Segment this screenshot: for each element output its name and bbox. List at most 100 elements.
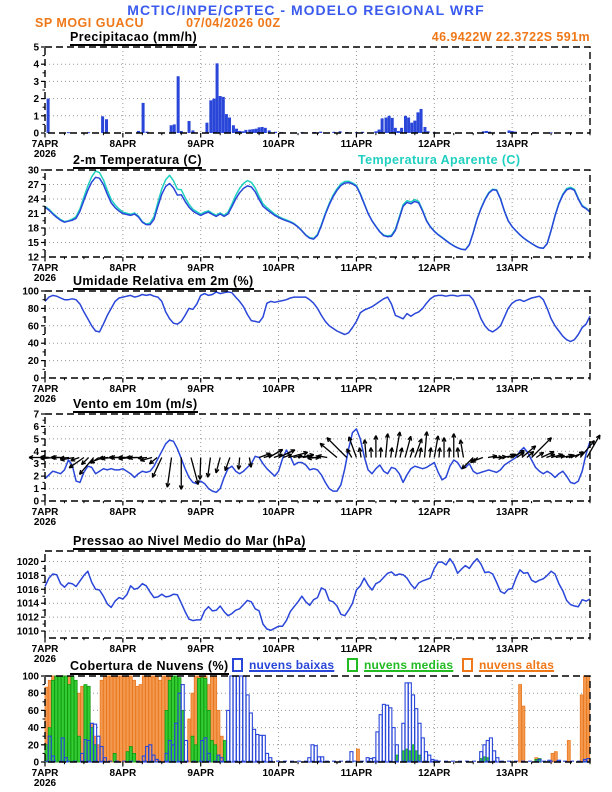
legend-mid-clouds: nuvens medias: [347, 658, 453, 672]
legend-high-clouds: nuvens altas: [462, 658, 554, 672]
pressure-chart: 1010 1012 1014 1016 1018 1020 7APR 8APR 9APR 10AP…: [17, 550, 591, 665]
svg-text:8APR: 8APR: [110, 139, 137, 150]
svg-text:100: 100: [22, 672, 39, 683]
temp-chart: 12 15 18 21 24 27 30 7APR 8APR 9APR 10APR 11APR 12AP…: [28, 166, 591, 284]
svg-text:11APR: 11APR: [341, 263, 373, 274]
svg-text:7APR: 7APR: [32, 507, 59, 518]
svg-text:1016: 1016: [17, 585, 40, 596]
svg-text:9APR: 9APR: [187, 139, 214, 150]
svg-text:12APR: 12APR: [418, 507, 451, 518]
svg-text:2026: 2026: [34, 149, 57, 160]
svg-text:1012: 1012: [17, 613, 40, 624]
svg-text:21: 21: [28, 209, 40, 220]
svg-text:0: 0: [33, 374, 39, 385]
svg-text:2026: 2026: [34, 394, 57, 405]
panel-title-clouds: Cobertura de Nuvens (%): [70, 659, 229, 675]
svg-text:9APR: 9APR: [187, 507, 214, 518]
low-clouds-swatch-icon: [232, 658, 243, 672]
svg-text:8APR: 8APR: [110, 263, 137, 274]
svg-text:12APR: 12APR: [418, 644, 451, 655]
svg-text:12APR: 12APR: [418, 263, 451, 274]
panel-title-humidity: Umidade Relativa em 2m (%): [73, 274, 254, 290]
svg-text:10APR: 10APR: [262, 263, 295, 274]
svg-text:80: 80: [28, 689, 40, 700]
svg-text:10APR: 10APR: [262, 139, 295, 150]
svg-text:10APR: 10APR: [262, 644, 295, 655]
svg-text:2: 2: [33, 472, 39, 483]
svg-text:5: 5: [33, 434, 39, 445]
svg-text:9APR: 9APR: [187, 384, 214, 395]
svg-text:60: 60: [28, 321, 40, 332]
svg-text:12APR: 12APR: [418, 768, 451, 779]
legend-low-clouds: nuvens baixas: [232, 658, 334, 672]
svg-text:12APR: 12APR: [418, 139, 451, 150]
svg-text:1: 1: [33, 111, 39, 122]
panel-title-wind: Vento em 10m (m/s): [73, 397, 198, 413]
svg-text:7APR: 7APR: [32, 384, 59, 395]
svg-text:11APR: 11APR: [341, 139, 373, 150]
svg-text:27: 27: [28, 180, 40, 191]
svg-text:13APR: 13APR: [496, 768, 529, 779]
svg-text:20: 20: [28, 356, 40, 367]
svg-text:9APR: 9APR: [187, 768, 214, 779]
svg-text:9APR: 9APR: [187, 644, 214, 655]
mid-clouds-swatch-icon: [347, 658, 358, 672]
svg-text:30: 30: [28, 166, 40, 177]
high-clouds-swatch-icon: [462, 658, 473, 672]
location-coordinates: 46.9422W 22.3722S 591m: [431, 30, 590, 44]
panel-title-temperature: 2-m Temperatura (C): [73, 153, 202, 169]
clouds-chart: 0 20 40 60 80 100 7APR 8APR 9APR 10APR 11APR 12APR 1…: [22, 672, 591, 789]
svg-text:7APR: 7APR: [32, 644, 59, 655]
svg-text:2026: 2026: [34, 778, 57, 789]
panel-title-pressure: Pressao ao Nivel Medio do Mar (hPa): [73, 534, 306, 550]
svg-text:8APR: 8APR: [110, 768, 137, 779]
svg-text:8APR: 8APR: [110, 507, 137, 518]
svg-text:18: 18: [28, 224, 40, 235]
svg-text:4: 4: [33, 60, 39, 71]
svg-text:7: 7: [33, 410, 39, 421]
svg-text:11APR: 11APR: [341, 384, 373, 395]
svg-text:13APR: 13APR: [496, 263, 529, 274]
panel-title-precipitation: Precipitacao (mm/h): [70, 30, 198, 46]
svg-text:1010: 1010: [17, 627, 40, 638]
svg-text:2026: 2026: [34, 273, 57, 284]
svg-text:1014: 1014: [17, 599, 40, 610]
svg-text:2: 2: [33, 94, 39, 105]
svg-text:15: 15: [28, 238, 40, 249]
svg-text:7APR: 7APR: [32, 139, 59, 150]
svg-text:3: 3: [33, 459, 39, 470]
svg-text:12APR: 12APR: [418, 384, 451, 395]
legend-apparent-temperature: Temperatura Aparente (C): [358, 153, 521, 167]
svg-text:11APR: 11APR: [341, 507, 373, 518]
svg-text:8APR: 8APR: [110, 384, 137, 395]
svg-text:1018: 1018: [17, 571, 40, 582]
svg-text:1020: 1020: [17, 557, 40, 568]
station-run-line: SP MOGI GUACU 07/04/2026 00Z: [35, 16, 281, 30]
svg-text:0: 0: [33, 758, 39, 769]
page-title: MCTIC/INPE/CPTEC - MODELO REGIONAL WRF: [127, 2, 485, 18]
station-name: SP MOGI GUACU: [35, 16, 145, 30]
svg-text:9APR: 9APR: [187, 263, 214, 274]
svg-text:0: 0: [33, 497, 39, 508]
svg-text:12: 12: [28, 253, 40, 264]
svg-text:4: 4: [33, 447, 39, 458]
svg-text:40: 40: [28, 723, 40, 734]
svg-text:10APR: 10APR: [262, 768, 295, 779]
wind-chart: 0 12 34 567 7APR 8APR 9APR 10APR 11APR 12APR 13APR…: [28, 410, 601, 528]
svg-text:6: 6: [33, 422, 39, 433]
svg-text:7APR: 7APR: [32, 263, 59, 274]
svg-text:40: 40: [28, 339, 40, 350]
svg-text:3: 3: [33, 77, 39, 88]
svg-text:0: 0: [33, 129, 39, 140]
svg-text:20: 20: [28, 740, 40, 751]
svg-text:7APR: 7APR: [32, 768, 59, 779]
svg-text:1: 1: [33, 484, 39, 495]
svg-text:13APR: 13APR: [496, 139, 529, 150]
svg-text:80: 80: [28, 304, 40, 315]
svg-text:13APR: 13APR: [496, 384, 529, 395]
rh-chart: 0 20 40 60 80 100 7APR 8APR 9APR 10APR 11APR 12APR 1…: [22, 287, 591, 405]
svg-text:11APR: 11APR: [341, 768, 373, 779]
svg-text:100: 100: [22, 287, 39, 298]
